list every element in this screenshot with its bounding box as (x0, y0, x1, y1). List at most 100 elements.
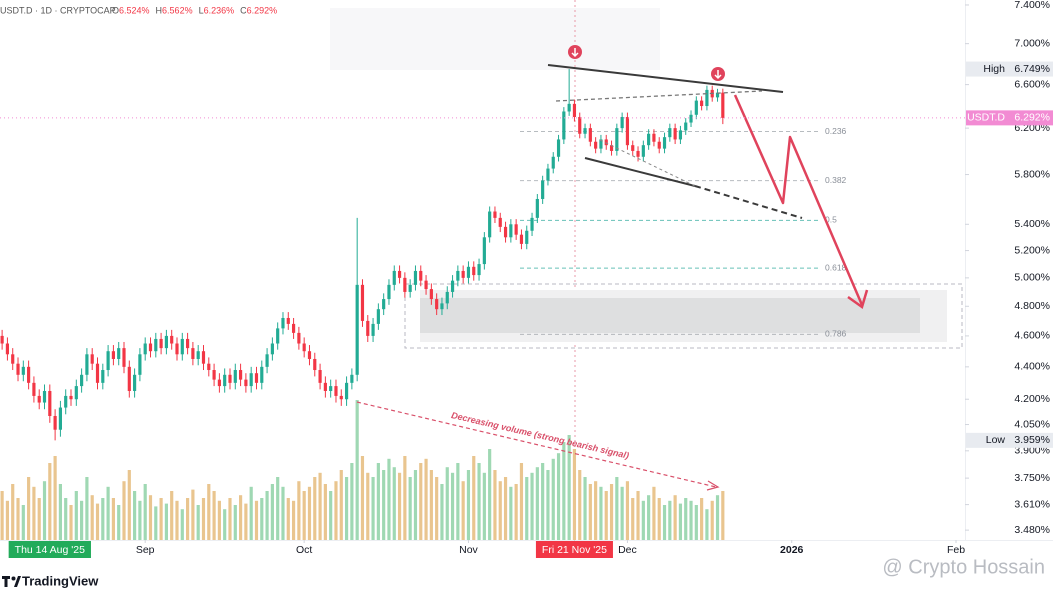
demand-zone-outline (404, 283, 963, 349)
candle-body (435, 299, 439, 310)
y-tick-label: 4.400% (1014, 361, 1050, 373)
volume-bar (95, 503, 100, 540)
axes-group: 7.400%7.000%6.600%6.200%5.800%5.400%5.20… (0, 0, 1053, 558)
y-tick-label: 3.480% (1014, 524, 1050, 536)
candle-body (673, 128, 677, 140)
candle-body (90, 354, 94, 364)
candle-body (37, 395, 41, 403)
volume-bar (223, 509, 227, 540)
volume-bar (366, 472, 370, 540)
x-tick-label: Feb (947, 544, 965, 556)
candle-body (302, 343, 306, 352)
y-tick-label: 7.400% (1014, 0, 1050, 11)
candle-body (684, 122, 688, 131)
candle-body (625, 116, 630, 146)
candle-body (318, 370, 322, 383)
candle-body (641, 145, 645, 157)
y-tick-label: 3.750% (1014, 472, 1050, 484)
candle-body (689, 114, 693, 123)
x-tick-label: Fri 21 Nov '25 (542, 544, 607, 556)
trendline (547, 64, 784, 93)
fib-label: 0.786 (825, 329, 847, 339)
candle-body (376, 309, 380, 324)
volume-bar (270, 484, 274, 540)
volume-bar (551, 458, 555, 540)
candle-body (715, 92, 720, 98)
volume-bar (546, 470, 550, 540)
candle-body (186, 338, 190, 349)
arrow-head (706, 480, 720, 491)
volume-bar (297, 481, 301, 540)
candle-body (154, 338, 158, 352)
fib-label: 0.5 (825, 215, 837, 225)
volume-bar (477, 463, 481, 540)
volume-bar (631, 498, 635, 540)
candle-body (21, 366, 25, 375)
volume-bar (11, 484, 15, 540)
volume-bar (265, 491, 269, 540)
volume-bar (238, 495, 243, 540)
candle-body (307, 351, 312, 359)
volume-bar (684, 498, 688, 540)
candle-body (16, 363, 20, 375)
volume-group (0, 400, 725, 540)
candle-body (662, 137, 667, 149)
candle-body (668, 128, 672, 138)
volume-bar (170, 491, 174, 540)
volume-bar (201, 498, 206, 540)
candle-body (196, 351, 200, 359)
candle-body (647, 133, 651, 146)
volume-bar (519, 463, 524, 540)
volume-bar (313, 477, 317, 540)
candle-body (286, 317, 290, 324)
candle-body (133, 374, 137, 391)
volume-bar (196, 505, 200, 540)
candle-body (323, 382, 327, 391)
brand: TradingView (22, 573, 99, 588)
fib-label: 0.618 (825, 262, 847, 272)
ohlc-key: H (156, 5, 163, 15)
demand-zone-core (420, 298, 920, 333)
volume-bar (657, 498, 661, 540)
y-tick-label: 3.610% (1014, 498, 1050, 510)
volume-bar (652, 486, 656, 540)
candle-body (64, 395, 68, 408)
candle-body (382, 299, 386, 310)
candle-body (339, 395, 343, 400)
candle-body (334, 386, 338, 396)
volume-bar (90, 495, 94, 540)
volume-bar (413, 470, 418, 540)
candle-body (609, 145, 614, 151)
volume-bar (461, 481, 465, 540)
volume-bar (143, 484, 147, 540)
volume-bar (403, 456, 407, 540)
x-tick-highlight (8, 541, 91, 558)
ohlc-value: 6.236% (204, 5, 235, 15)
volume-bar (291, 500, 296, 540)
volume-bar (562, 442, 566, 540)
volume-bar (419, 463, 423, 540)
candle-body (201, 351, 206, 364)
volume-bar (578, 470, 582, 540)
volume-bar (397, 472, 402, 540)
y-tick-label: 5.800% (1014, 168, 1050, 180)
volume-bar (408, 477, 412, 540)
signal-marker (568, 45, 582, 59)
candle-body (620, 116, 624, 129)
volume-bar (445, 467, 449, 540)
volume-bar (594, 481, 598, 540)
y-tick-label: 4.200% (1014, 393, 1050, 405)
volume-bar (254, 500, 259, 540)
candle-body (175, 343, 179, 355)
candle-body (249, 373, 253, 387)
projection-arrow (733, 94, 864, 306)
signal-marker (711, 67, 725, 81)
volume-bar (488, 449, 492, 540)
candle-body (657, 141, 661, 149)
candle-body (413, 270, 418, 285)
volume-bar (705, 509, 709, 540)
candle-body (445, 291, 449, 304)
candle-body (223, 374, 227, 387)
volume-bar (207, 484, 211, 540)
volume-bar (260, 498, 264, 540)
